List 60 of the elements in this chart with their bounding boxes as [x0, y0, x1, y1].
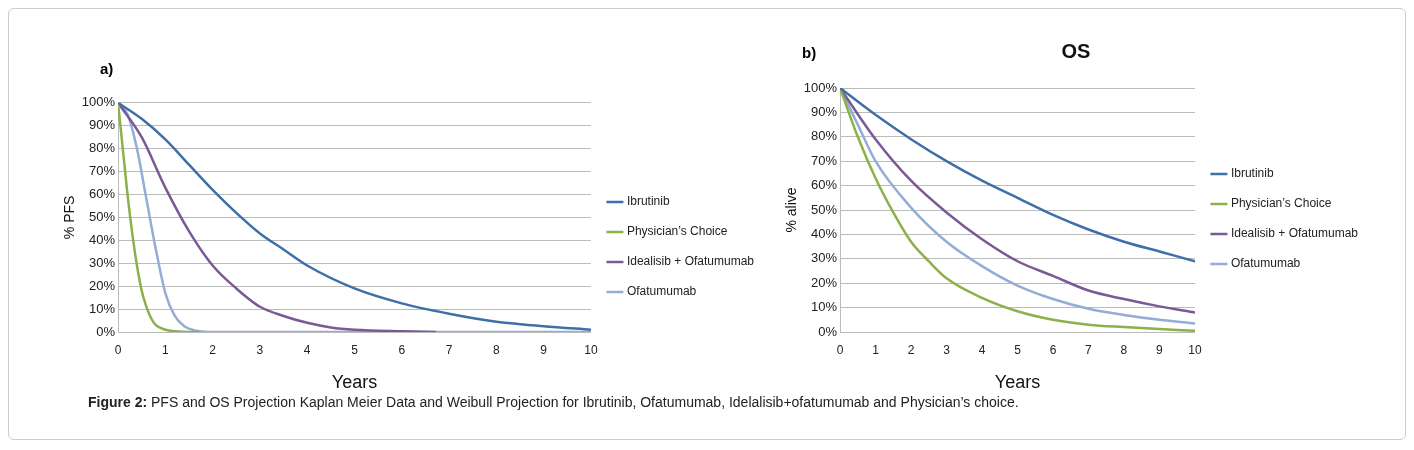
x-tick-label: 8	[1120, 342, 1128, 357]
x-tick-label: 1	[161, 342, 169, 357]
y-tick-label: 90%	[811, 103, 838, 119]
x-tick-label: 0	[836, 342, 844, 357]
x-axis-title: Years	[331, 372, 378, 393]
legend-label: Idealisib + Ofatumumab	[626, 254, 755, 269]
x-tick-label: 2	[907, 342, 915, 357]
legend-label: Ibrutinib	[626, 194, 670, 209]
x-tick-label: 10	[584, 342, 598, 357]
x-tick-label: 9	[540, 342, 548, 357]
y-tick-label: 80%	[89, 140, 116, 156]
y-tick-label: 70%	[89, 163, 116, 179]
y-tick-label: 50%	[89, 208, 116, 224]
x-tick-label: 7	[1085, 342, 1093, 357]
text: b)	[802, 44, 817, 61]
x-tick-label: 4	[303, 342, 311, 357]
legend-label: Idealisib + Ofatumumab	[1230, 226, 1359, 241]
y-tick-label: 90%	[89, 117, 116, 133]
y-tick-label: 60%	[89, 186, 116, 202]
x-tick-label: 6	[398, 342, 406, 357]
x-tick-label: 4	[978, 342, 986, 357]
x-tick-label: 3	[943, 342, 951, 357]
legend-label: Physician’s Choice	[1230, 196, 1332, 211]
y-tick-label: 10%	[89, 300, 116, 316]
y-tick-label: 10%	[811, 299, 838, 315]
legend-label: Ofatumumab	[626, 284, 697, 299]
y-tick-label: 70%	[811, 152, 838, 168]
legend-label: Ofatumumab	[1230, 256, 1301, 271]
y-tick-label: 0%	[96, 323, 116, 339]
y-tick-label: 0%	[818, 323, 838, 339]
y-tick-label: 100%	[81, 94, 116, 110]
x-tick-label: 5	[351, 342, 359, 357]
y-tick-label: 80%	[811, 128, 838, 144]
x-tick-label: 10	[1188, 342, 1202, 357]
x-tick-label: 8	[493, 342, 501, 357]
x-tick-label: 9	[1156, 342, 1164, 357]
y-tick-label: 100%	[803, 79, 838, 95]
caption: Figure 2: PFS and OS Projection Kaplan Meier Data and Weibull Projection for Ibrutinib, Ofatumumab, Idelalisib+ofatumumab and Physician’s choice.	[88, 394, 1019, 410]
y-axis-title: % alive	[783, 187, 800, 233]
y-tick-label: 30%	[89, 254, 116, 270]
x-tick-label: 6	[1049, 342, 1057, 357]
legend-label: Physician’s Choice	[626, 224, 728, 239]
y-tick-label: 60%	[811, 177, 838, 193]
y-axis-title: % PFS	[61, 195, 78, 240]
legend-label: Ibrutinib	[1230, 166, 1274, 181]
x-tick-label: 3	[256, 342, 264, 357]
x-axis-title: Years	[994, 372, 1041, 393]
x-tick-label: 7	[445, 342, 453, 357]
y-tick-label: 20%	[811, 274, 838, 290]
x-tick-label: 5	[1014, 342, 1022, 357]
y-tick-label: 30%	[811, 250, 838, 266]
y-tick-label: 40%	[811, 225, 838, 241]
text: a)	[100, 60, 114, 77]
y-tick-label: 50%	[811, 201, 838, 217]
y-tick-label: 40%	[89, 231, 116, 247]
x-tick-label: 2	[209, 342, 217, 357]
y-tick-label: 20%	[89, 277, 116, 293]
chart-title: OS	[1061, 39, 1091, 62]
x-tick-label: 0	[114, 342, 122, 357]
x-tick-label: 1	[872, 342, 880, 357]
